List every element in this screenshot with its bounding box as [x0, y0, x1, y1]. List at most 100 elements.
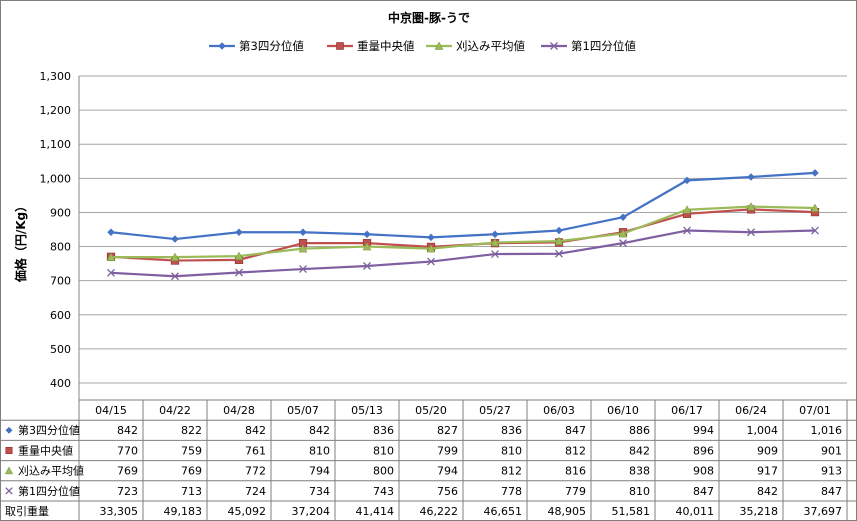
- table-cell: 769: [117, 465, 138, 478]
- table-cell: 842: [117, 424, 138, 437]
- legend-entry: 刈込み平均値: [426, 39, 525, 53]
- gridlines: [78, 75, 847, 384]
- table-cell: 49,183: [164, 505, 203, 518]
- legend-marker: [218, 42, 226, 50]
- y-tick-label: 600: [50, 309, 71, 322]
- data-point: [682, 205, 692, 214]
- table-cell: 917: [757, 465, 778, 478]
- x-category-label: 05/27: [479, 404, 511, 417]
- data-point: [234, 251, 244, 260]
- table-cell: 908: [693, 465, 714, 478]
- data-point: [683, 176, 691, 185]
- x-category-label: 05/13: [351, 404, 383, 417]
- data-point: [426, 244, 436, 253]
- table-cell: 48,905: [548, 505, 587, 518]
- x-category-label: 04/15: [95, 404, 127, 417]
- data-point: [363, 262, 371, 270]
- table-cell: 772: [245, 465, 266, 478]
- y-tick-label: 500: [50, 343, 71, 356]
- data-point: [491, 230, 499, 239]
- table-row-label: 重量中央値: [18, 443, 73, 457]
- table-legend-marker: [5, 487, 13, 495]
- table-row-label: 刈込み平均値: [18, 465, 84, 478]
- table-cell: 827: [437, 424, 458, 437]
- data-point: [171, 272, 179, 281]
- table-cell: 836: [501, 424, 522, 437]
- legend-label: 第1四分位値: [571, 39, 636, 53]
- table-cell: 794: [309, 465, 330, 478]
- series-3: [106, 202, 820, 261]
- table-cell: 810: [309, 444, 330, 457]
- data-point: [683, 226, 691, 235]
- x-category-label: 06/17: [671, 404, 703, 417]
- data-point: [171, 235, 179, 243]
- data-point: [619, 239, 627, 248]
- y-tick-label: 800: [50, 241, 71, 254]
- data-point: [490, 237, 500, 247]
- x-category-label: 06/24: [735, 404, 767, 417]
- table-cell: 812: [501, 465, 522, 478]
- data-point: [363, 230, 371, 239]
- y-tick-label: 1,200: [40, 104, 72, 117]
- series-line: [111, 205, 816, 259]
- table-cell: 1,016: [811, 424, 843, 437]
- table-cell: 769: [181, 465, 202, 478]
- legend-marker: [336, 42, 344, 50]
- data-point: [427, 233, 435, 242]
- series-4: [107, 226, 819, 281]
- data-point: [810, 203, 820, 212]
- table-cell: 713: [181, 485, 202, 498]
- data-point: [554, 236, 564, 245]
- legend-entry: 第1四分位値: [541, 39, 636, 53]
- legend: 第3四分位値 重量中央値 刈込み平均値 第1四分位値: [209, 39, 636, 53]
- series-1: [107, 169, 819, 243]
- table-cell: 770: [117, 444, 138, 457]
- table-row-label: 取引重量: [5, 504, 49, 518]
- data-point: [235, 268, 243, 277]
- data-point: [555, 226, 563, 235]
- table-cell: 810: [629, 485, 650, 498]
- table-cell: 743: [373, 485, 394, 498]
- data-point: [170, 252, 180, 261]
- table-cell: 842: [309, 424, 330, 437]
- x-category-label: 06/03: [543, 404, 575, 417]
- legend-label: 刈込み平均値: [456, 39, 525, 53]
- data-point: [747, 228, 755, 237]
- table-cell: 800: [373, 465, 394, 478]
- table-cell: 847: [821, 485, 842, 498]
- data-point: [427, 257, 435, 266]
- table-cell: 836: [373, 424, 394, 437]
- data-point: [362, 242, 372, 251]
- table-cell: 734: [309, 485, 330, 498]
- table-legend-marker: [5, 426, 13, 434]
- table-cell: 913: [821, 465, 842, 478]
- legend-label: 第3四分位値: [239, 39, 304, 53]
- legend-label: 重量中央値: [357, 39, 415, 53]
- table-cell: 35,218: [740, 505, 779, 518]
- table-cell: 847: [693, 485, 714, 498]
- table-legend-marker: [4, 466, 14, 475]
- y-axis-label: 価格（円/Kg）: [13, 200, 28, 283]
- table-cell: 794: [437, 465, 458, 478]
- legend-entry: 第3四分位値: [209, 39, 304, 53]
- data-point: [235, 228, 243, 237]
- table-cell: 1,004: [747, 424, 779, 437]
- table-cell: 41,414: [356, 505, 395, 518]
- legend-marker: [434, 41, 444, 50]
- table-cell: 37,697: [804, 505, 843, 518]
- x-category-label: 07/01: [799, 404, 831, 417]
- table-cell: 810: [373, 444, 394, 457]
- table-cell: 761: [245, 444, 266, 457]
- table-cell: 45,092: [228, 505, 267, 518]
- table-cell: 994: [693, 424, 714, 437]
- y-tick-label: 1,000: [40, 172, 72, 185]
- chart-title: 中京圏-豚-うで: [388, 10, 470, 25]
- data-point: [747, 173, 755, 181]
- table-legend-marker: [5, 446, 13, 454]
- table-cell: 822: [181, 424, 202, 437]
- y-tick-label: 400: [50, 377, 71, 390]
- table-cell: 909: [757, 444, 778, 457]
- data-point: [555, 249, 563, 258]
- data-point: [618, 229, 628, 238]
